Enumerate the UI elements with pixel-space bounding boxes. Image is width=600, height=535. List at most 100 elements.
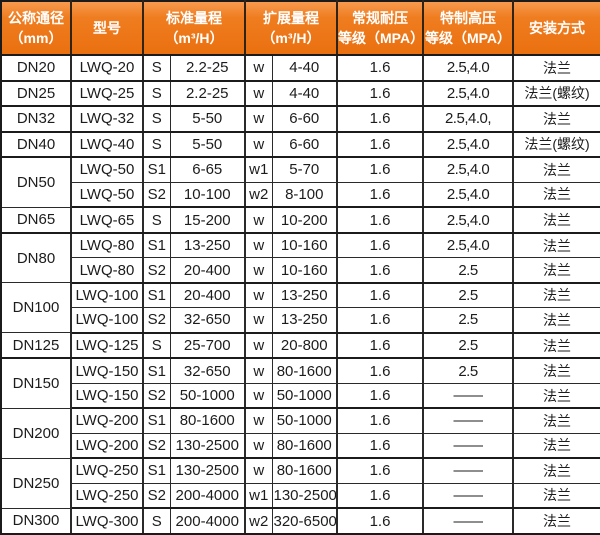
cell-pressure-regular: 1.6 — [336, 54, 424, 82]
cell-std-range: 25-700 — [169, 332, 246, 360]
cell-ext-sub-range: w2 — [244, 507, 273, 535]
cell-pressure-high: —— — [422, 482, 514, 510]
cell-dn: DN20 — [0, 54, 72, 82]
table-row: DN32 LWQ-32 S 5-50 w 6-60 1.6 2.5,4.0, 法兰 — [0, 105, 600, 133]
cell-std-sub-range: S2 — [142, 482, 171, 510]
cell-pressure-regular: 1.6 — [336, 507, 424, 535]
cell-install-type: 法兰 — [512, 407, 600, 434]
cell-std-range: 2.2-25 — [169, 80, 246, 108]
cell-ext-range: 50-1000 — [271, 382, 338, 410]
cell-install-type: 法兰 — [512, 457, 600, 484]
cell-std-range: 10-100 — [169, 181, 246, 209]
table-header: 公称通径 （mm） 型号 标准量程 （m³/H） 扩展量程 （m³/H） 常规耐… — [0, 0, 600, 56]
header-row: 公称通径 （mm） 型号 标准量程 （m³/H） 扩展量程 （m³/H） 常规耐… — [0, 0, 600, 56]
cell-ext-sub-range: w — [244, 457, 273, 484]
cell-pressure-high: 2.5,4.0 — [422, 131, 514, 159]
cell-ext-sub-range: w — [244, 282, 273, 309]
cell-ext-sub-range: w — [244, 407, 273, 434]
cell-std-range: 50-1000 — [169, 382, 246, 410]
cell-ext-range: 6-60 — [271, 131, 338, 159]
header-standard-range: 标准量程 （m³/H） — [142, 0, 246, 56]
cell-ext-sub-range: w — [244, 307, 273, 334]
cell-model: LWQ-32 — [70, 105, 144, 133]
table-row: LWQ-250 S2 200-4000 w1 130-2500 1.6 —— 法兰 — [1, 482, 600, 510]
cell-ext-sub-range: w — [244, 257, 273, 284]
cell-install-type: 法兰 — [512, 282, 600, 309]
cell-pressure-high: 2.5,4.0 — [422, 181, 514, 209]
cell-model: LWQ-300 — [70, 507, 144, 535]
header-install-type: 安装方式 — [512, 0, 600, 56]
cell-ext-sub-range: w1 — [244, 482, 273, 510]
table-row: LWQ-200 S2 130-2500 w 80-1600 1.6 —— 法兰 — [1, 432, 600, 460]
cell-std-sub-range: S1 — [142, 282, 171, 309]
cell-ext-range: 5-70 — [271, 156, 338, 183]
table-row: DN40 LWQ-40 S 5-50 w 6-60 1.6 2.5,4.0 法兰(螺纹) — [0, 131, 600, 159]
cell-pressure-high: —— — [422, 432, 514, 460]
cell-ext-range: 50-1000 — [271, 407, 338, 434]
cell-ext-range: 80-1600 — [271, 457, 338, 484]
cell-std-sub-range: S2 — [142, 181, 171, 209]
cell-dn: DN40 — [0, 131, 72, 159]
cell-ext-sub-range: w — [244, 80, 273, 108]
cell-install-type: 法兰 — [512, 206, 600, 234]
cell-install-type: 法兰 — [512, 105, 600, 133]
header-nominal-diameter: 公称通径 （mm） — [0, 0, 72, 56]
cell-model: LWQ-80 — [70, 257, 144, 284]
cell-ext-range: 13-250 — [271, 307, 338, 334]
cell-pressure-high: 2.5 — [422, 332, 514, 360]
cell-model: LWQ-80 — [70, 232, 144, 259]
cell-pressure-regular: 1.6 — [336, 131, 424, 159]
cell-pressure-regular: 1.6 — [336, 232, 424, 259]
cell-install-type: 法兰(螺纹) — [512, 80, 600, 108]
header-model: 型号 — [70, 0, 144, 56]
table-row: LWQ-50 S2 10-100 w2 8-100 1.6 2.5,4.0 法兰 — [1, 181, 600, 209]
cell-install-type: 法兰 — [512, 156, 600, 183]
cell-pressure-regular: 1.6 — [336, 156, 424, 183]
cell-install-type: 法兰 — [512, 482, 600, 510]
cell-ext-range: 10-160 — [271, 257, 338, 284]
cell-std-sub-range: S1 — [142, 457, 171, 484]
cell-std-sub-range: S — [142, 332, 171, 360]
cell-pressure-high: 2.5,4.0, — [422, 105, 514, 133]
cell-std-sub-range: S — [142, 131, 171, 159]
table-row: LWQ-150 S2 50-1000 w 50-1000 1.6 —— 法兰 — [1, 382, 600, 410]
cell-model: LWQ-250 — [70, 457, 144, 484]
cell-ext-sub-range: w — [244, 357, 273, 384]
cell-pressure-regular: 1.6 — [336, 357, 424, 384]
cell-dn: DN125 — [0, 332, 72, 360]
cell-pressure-high: 2.5 — [422, 307, 514, 334]
cell-ext-sub-range: w — [244, 432, 273, 460]
cell-dn: DN100 — [0, 282, 72, 334]
cell-pressure-high: —— — [422, 407, 514, 434]
cell-model: LWQ-100 — [70, 307, 144, 334]
cell-pressure-high: —— — [422, 457, 514, 484]
cell-pressure-high: 2.5,4.0 — [422, 156, 514, 183]
cell-pressure-high: 2.5,4.0 — [422, 232, 514, 259]
cell-std-sub-range: S2 — [142, 432, 171, 460]
cell-pressure-regular: 1.6 — [336, 457, 424, 484]
cell-ext-sub-range: w — [244, 54, 273, 82]
cell-std-range: 2.2-25 — [169, 54, 246, 82]
table-row: DN65 LWQ-65 S 15-200 w 10-200 1.6 2.5,4.0 法兰 — [0, 206, 600, 234]
cell-std-sub-range: S1 — [142, 156, 171, 183]
cell-ext-range: 6-60 — [271, 105, 338, 133]
cell-std-range: 130-2500 — [169, 457, 246, 484]
cell-std-range: 5-50 — [169, 105, 246, 133]
header-extended-range: 扩展量程 （m³/H） — [244, 0, 338, 56]
cell-pressure-regular: 1.6 — [336, 105, 424, 133]
table-row: DN80 LWQ-80 S1 13-250 w 10-160 1.6 2.5,4.0 法兰 — [0, 232, 600, 284]
cell-ext-sub-range: w — [244, 206, 273, 234]
cell-ext-range: 8-100 — [271, 181, 338, 209]
cell-pressure-regular: 1.6 — [336, 382, 424, 410]
cell-model: LWQ-150 — [70, 382, 144, 410]
table-row: DN150 LWQ-150 S1 32-650 w 80-1600 1.6 2.5 法兰 — [0, 357, 600, 409]
cell-pressure-regular: 1.6 — [336, 80, 424, 108]
header-regular-pressure: 常规耐压 等级（MPA） — [336, 0, 424, 56]
cell-dn: DN50 — [0, 156, 72, 208]
cell-std-sub-range: S — [142, 507, 171, 535]
cell-std-sub-range: S1 — [142, 357, 171, 384]
cell-model: LWQ-50 — [70, 156, 144, 183]
cell-std-sub-range: S — [142, 206, 171, 234]
table-row: DN100 LWQ-100 S1 20-400 w 13-250 1.6 2.5 法兰 — [0, 282, 600, 334]
table-row: DN25 LWQ-25 S 2.2-25 w 4-40 1.6 2.5,4.0 法兰(螺纹) — [0, 80, 600, 108]
